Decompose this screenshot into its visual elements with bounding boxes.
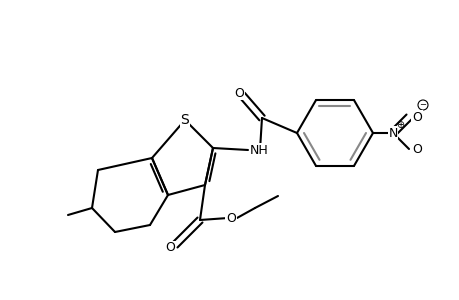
Text: −: − [419, 100, 425, 109]
Text: O: O [411, 142, 421, 155]
Text: N: N [387, 127, 397, 140]
Text: NH: NH [249, 143, 268, 157]
Text: O: O [165, 242, 174, 254]
Text: O: O [225, 212, 235, 224]
Text: ⊕: ⊕ [395, 120, 403, 130]
Text: S: S [180, 113, 189, 127]
Text: O: O [234, 86, 243, 100]
Text: O: O [411, 110, 421, 124]
